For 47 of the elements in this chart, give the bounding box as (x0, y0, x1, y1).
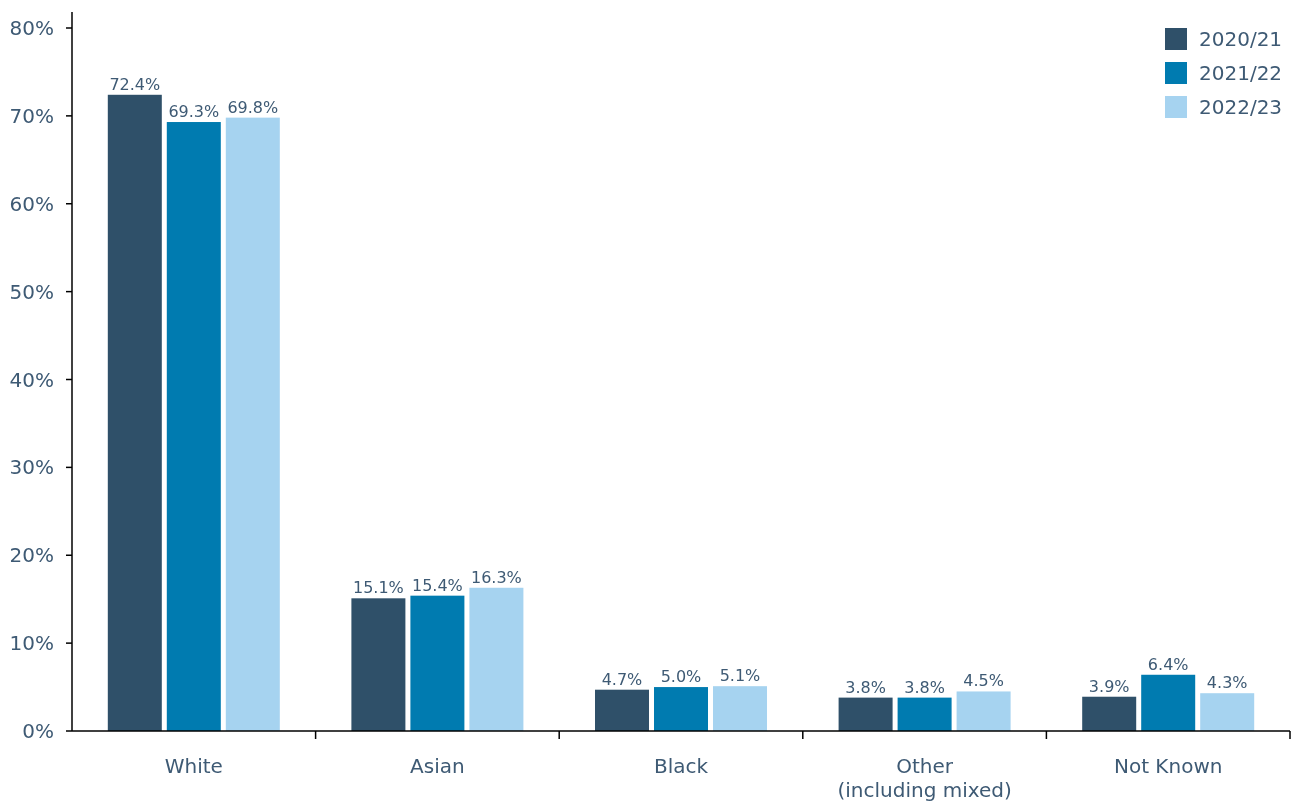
data-label: 69.8% (227, 97, 279, 117)
y-tick-label: 10% (9, 631, 54, 656)
legend-label: 2021/22 (1199, 61, 1283, 85)
data-label: 15.1% (352, 578, 404, 598)
x-tick-label: Black (653, 754, 709, 778)
data-label: 4.7% (601, 669, 643, 689)
y-tick-label: 50% (9, 279, 54, 304)
y-tick-label: 0% (22, 719, 54, 743)
data-label: 3.9% (1088, 676, 1130, 696)
data-label: 4.3% (1206, 673, 1248, 693)
bar (1141, 674, 1196, 731)
legend-label: 2022/23 (1199, 95, 1283, 119)
bar (166, 122, 221, 731)
bar (956, 691, 1011, 731)
bar (351, 598, 406, 731)
bar (1200, 693, 1255, 731)
y-tick-label: 70% (9, 103, 54, 128)
y-tick-label: 20% (9, 543, 54, 568)
x-tick-label: White (164, 754, 223, 778)
y-tick-label: 40% (9, 367, 54, 392)
x-tick-label: Not Known (1113, 754, 1223, 778)
x-tick-label: Asian (410, 754, 465, 778)
bar (713, 686, 767, 731)
data-label: 3.8% (845, 677, 886, 697)
bar (897, 697, 952, 731)
data-label: 16.3% (470, 567, 522, 587)
data-label: 5.1% (719, 666, 761, 686)
x-tick-label: Other (including mixed) (837, 754, 1012, 802)
bar (469, 587, 524, 731)
data-label: 5.0% (660, 667, 702, 687)
data-label: 6.4% (1147, 654, 1189, 674)
data-label: 72.4% (109, 74, 161, 94)
data-label: 15.4% (411, 575, 463, 595)
y-tick-label: 60% (9, 191, 54, 216)
bar (1082, 696, 1137, 731)
bar (225, 117, 280, 731)
y-tick-label: 80% (9, 16, 54, 40)
bar (654, 687, 708, 731)
bar (838, 697, 893, 731)
bar (595, 689, 649, 731)
data-label: 69.3% (168, 102, 220, 122)
y-tick-label: 30% (9, 455, 54, 480)
bar (107, 94, 162, 731)
legend-label: 2020/21 (1199, 27, 1283, 51)
bar (410, 595, 465, 731)
data-label: 4.5% (963, 671, 1004, 691)
data-label: 3.8% (904, 677, 945, 697)
